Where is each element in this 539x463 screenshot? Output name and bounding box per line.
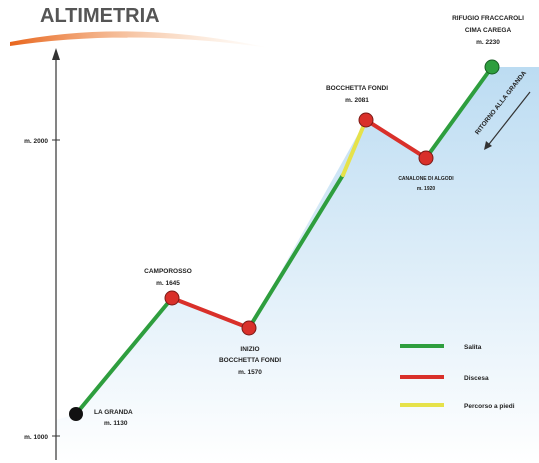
profile-area (56, 67, 539, 463)
node-label: m. 1920 (417, 186, 436, 192)
node-label: CANALONE DI ALGODI (398, 176, 454, 182)
ascent-segment (247, 173, 345, 330)
title: ALTIMETRIA (40, 5, 160, 27)
node-label: INIZIO (240, 346, 259, 353)
walk-segment (341, 118, 368, 177)
point (241, 320, 257, 336)
title-swoosh (10, 31, 270, 48)
axis-label: m. 2000 (24, 138, 48, 145)
point (484, 59, 500, 75)
node-label: BOCCHETTA FONDI (326, 85, 388, 92)
point (69, 407, 83, 421)
axis-arrow (52, 48, 60, 60)
axis-label: m. 1000 (24, 434, 48, 441)
ascent-segment (424, 65, 494, 160)
legend-label: Discesa (464, 375, 489, 382)
legend-label: Salita (464, 344, 482, 351)
node-label: CIMA CAREGA (465, 27, 512, 34)
node-label: LA GRANDA (94, 409, 133, 416)
node-label: m. 1645 (156, 280, 180, 287)
node-label: CAMPOROSSO (144, 268, 192, 275)
node-label: m. 2081 (345, 97, 369, 104)
node-label: m. 2230 (476, 39, 500, 46)
node-label: RIFUGIO FRACCAROLI (452, 15, 524, 22)
ascent-segment (74, 296, 174, 416)
return-arrowhead (484, 141, 492, 150)
point (358, 112, 374, 128)
legend-label: Percorso a piedi (464, 403, 515, 410)
return-arrow (485, 91, 531, 149)
point (164, 290, 180, 306)
node-label: BOCCHETTA FONDI (219, 357, 281, 364)
node-label: m. 1130 (104, 420, 128, 427)
descent-segment (170, 296, 251, 330)
point (418, 150, 434, 166)
node-label: m. 1570 (238, 369, 262, 376)
descent-segment (364, 118, 428, 160)
